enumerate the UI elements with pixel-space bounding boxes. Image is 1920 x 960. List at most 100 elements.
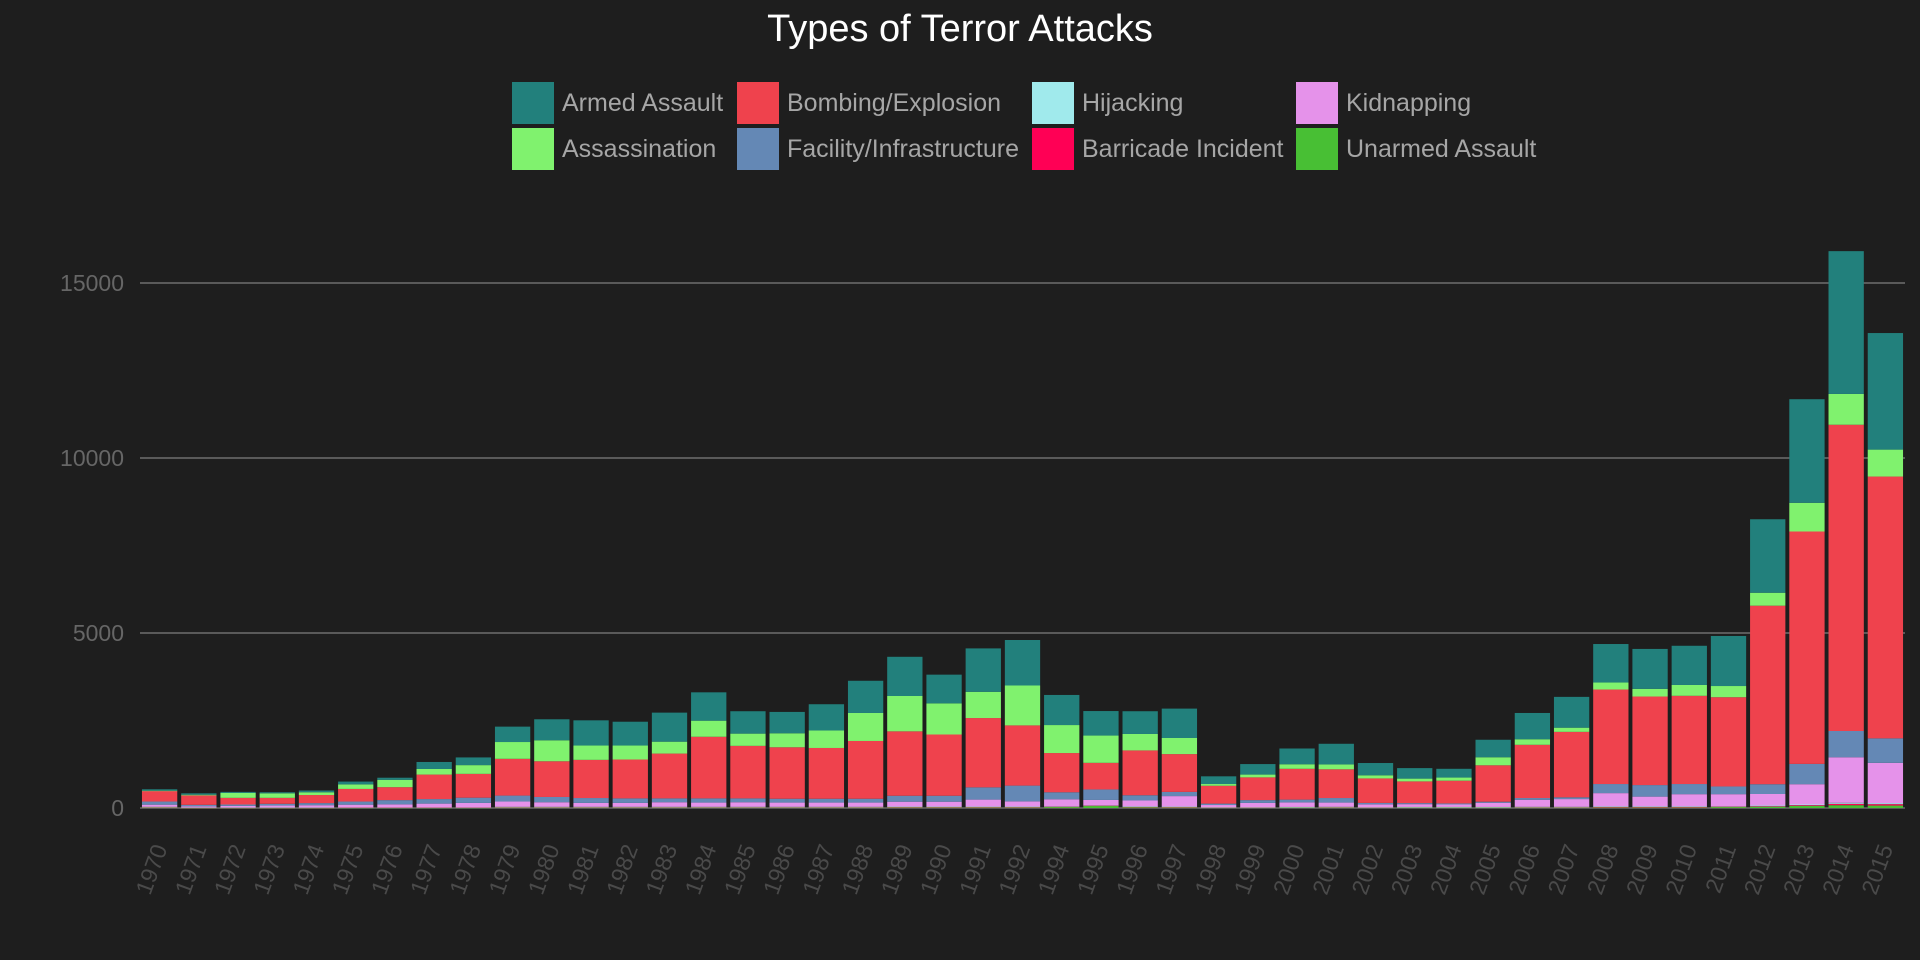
bar-segment [298,803,335,806]
bar-segment [847,680,884,713]
bar-segment [691,807,727,808]
bar-segment [1004,807,1041,808]
x-tick-label: 2013 [1778,841,1820,898]
bar-segment [298,790,335,793]
bar-segment [1161,796,1198,807]
bar-segment [769,711,805,734]
bar-segment [1475,801,1511,803]
bar-segment [1828,802,1864,804]
bar-segment [534,802,570,807]
legend-swatch [1296,82,1338,124]
bar-segment [455,807,492,808]
bar-segment [1357,763,1394,776]
bar-segment [416,761,452,769]
bar-segment [612,745,648,760]
legend-label: Assassination [562,134,717,163]
bar-segment [691,692,727,721]
bar-segment [377,807,413,808]
bar-segment [1436,806,1472,808]
bar-segment [494,726,531,743]
bar-segment [1553,696,1590,728]
bar-segment [612,807,648,808]
bar-segment [1122,807,1158,808]
bar-segment [1828,731,1864,758]
bar-segment [1828,393,1864,425]
bar-segment [1828,424,1864,731]
bar-segment [965,691,1001,719]
bar-segment [965,787,1001,800]
bar-segment [181,794,217,796]
bar-segment [494,795,531,802]
bar-segment [769,733,805,748]
bar-segment [730,807,766,808]
bar-segment [338,784,374,789]
bar-segment [1632,807,1668,808]
bar-segment [1593,793,1629,807]
bar-segment [1004,640,1041,686]
bar-segment [612,806,648,808]
bar-segment [455,773,492,798]
bar-segment [573,802,609,807]
bar-segment [1750,806,1786,807]
legend-swatch [1032,82,1074,124]
x-tick-label: 2006 [1503,841,1545,898]
bar-segment [181,807,217,809]
bar-segment [1671,784,1707,795]
bar-segment [1161,791,1198,797]
bar-segment [808,747,845,799]
bar-segment [455,797,492,803]
bar-segment [1357,778,1394,803]
bar-segment [808,806,845,808]
bar-segment [573,759,609,799]
bar-segment [1279,768,1315,800]
bar-segment [220,805,256,808]
x-tick-label: 2001 [1307,841,1349,898]
bar-segment [1279,802,1315,807]
bar-segment [220,807,256,809]
bar-segment [691,736,727,799]
bar-segment [1710,635,1747,687]
bar-segment [1161,754,1198,792]
bar-segment [494,758,531,796]
bar-segment [573,720,609,746]
y-tick-label: 10000 [60,445,124,471]
bar-segment [1436,777,1472,781]
bar-segment [1475,757,1511,766]
x-tick-label: 1979 [483,841,525,898]
bar-segment [1083,711,1119,736]
bar-segment [377,807,413,808]
bar-segment [1789,531,1825,764]
bar-segment [1593,644,1629,683]
bar-segment [1436,803,1472,805]
bar-segment [1514,739,1551,745]
x-tick-label: 1978 [444,841,486,898]
bar-segment [847,807,884,808]
bar-segment [651,741,688,754]
bar-segment [377,804,413,808]
bar-segment [1318,764,1354,770]
bar-segment [377,779,413,788]
bar-segment [730,711,766,734]
bar-segment [808,807,845,808]
bar-segment [220,804,256,806]
bar-segment [1240,777,1276,801]
legend-label: Facility/Infrastructure [787,134,1020,163]
legend-item: Hijacking [1032,82,1183,124]
bar-segment [1397,803,1433,805]
bar-segment [847,802,884,807]
bar-segment [1671,645,1707,685]
bar-segment [1397,807,1433,808]
bar-segment [1200,776,1237,785]
x-tick-label: 2011 [1700,841,1741,896]
bar-segment [1867,738,1904,763]
bar-segment [1279,807,1315,808]
bar-segment [612,759,648,799]
bar-segment [181,793,217,795]
bar-segment [926,674,962,704]
bar-segment [455,757,492,766]
x-tick-label: 1992 [993,841,1035,898]
bar-segment [141,807,178,808]
bar-segment [1279,748,1315,765]
bar-segment [1004,806,1041,808]
bar-segment [377,777,413,780]
